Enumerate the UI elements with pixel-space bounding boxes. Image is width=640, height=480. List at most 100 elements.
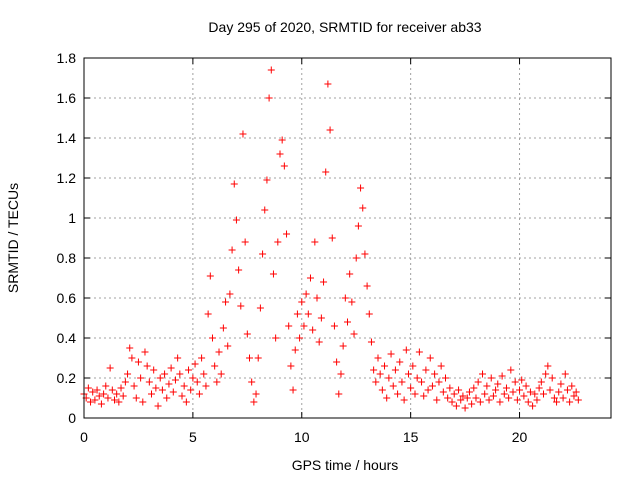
data-point	[511, 378, 519, 386]
data-point	[359, 204, 367, 212]
data-point	[492, 386, 500, 394]
data-point	[148, 390, 156, 398]
data-point	[537, 378, 545, 386]
data-point	[546, 386, 554, 394]
data-point	[409, 362, 417, 370]
data-point	[472, 394, 480, 402]
data-point	[287, 362, 295, 370]
data-point	[100, 390, 108, 398]
data-point	[459, 392, 467, 400]
data-point	[555, 388, 563, 396]
data-point	[285, 322, 293, 330]
data-point	[481, 390, 489, 398]
data-point	[470, 384, 478, 392]
data-point	[84, 384, 92, 392]
data-point	[348, 298, 356, 306]
data-point	[344, 318, 351, 326]
data-point	[507, 366, 515, 374]
data-point	[102, 382, 110, 390]
data-point	[121, 378, 129, 386]
data-point	[158, 386, 166, 394]
y-tick-label: 1.6	[57, 90, 77, 106]
data-point	[167, 364, 175, 372]
data-point	[539, 390, 547, 398]
data-point	[500, 390, 508, 398]
data-point	[381, 362, 389, 370]
data-point	[448, 398, 456, 406]
data-point	[553, 398, 561, 406]
data-point	[566, 398, 574, 406]
data-point	[180, 382, 188, 390]
data-point	[468, 400, 476, 408]
data-point	[280, 162, 288, 170]
y-tick-label: 0.8	[57, 250, 77, 266]
data-point	[145, 378, 153, 386]
data-point	[431, 370, 439, 378]
data-point	[502, 384, 510, 392]
data-point	[450, 390, 458, 398]
data-point	[444, 394, 452, 402]
data-point	[326, 126, 334, 134]
y-tick-label: 1.2	[57, 170, 77, 186]
data-point	[178, 392, 186, 400]
data-point	[570, 392, 578, 400]
data-point	[370, 366, 378, 374]
data-point	[117, 384, 125, 392]
data-point	[372, 378, 380, 386]
data-point	[93, 386, 101, 394]
x-tick-label: 15	[403, 429, 419, 445]
data-point	[385, 374, 393, 382]
data-point	[505, 394, 513, 402]
data-point	[259, 250, 267, 258]
data-point	[200, 370, 208, 378]
data-point	[365, 310, 373, 318]
data-point	[267, 66, 275, 74]
data-point	[128, 354, 136, 362]
data-point	[185, 366, 193, 374]
data-point	[95, 392, 103, 400]
data-point	[306, 274, 314, 282]
x-axis: 0 5 10 15 20	[80, 58, 528, 445]
data-point	[557, 380, 565, 388]
data-point	[106, 364, 114, 372]
data-point	[415, 348, 423, 356]
data-point	[169, 388, 177, 396]
data-point	[455, 386, 463, 394]
data-point	[215, 348, 223, 356]
data-point	[226, 290, 234, 298]
data-point	[272, 334, 280, 342]
data-point	[568, 382, 576, 390]
data-point	[89, 388, 97, 396]
data-point	[208, 334, 216, 342]
data-point	[141, 348, 149, 356]
y-axis: 0 0.2 0.4 0.6 0.8 1 1.2 1.4 1.6 1.8	[57, 50, 611, 426]
data-point	[487, 374, 495, 382]
data-point	[479, 370, 487, 378]
data-point	[561, 370, 569, 378]
grid-lines	[84, 58, 611, 418]
data-point	[383, 394, 391, 402]
data-point	[115, 398, 123, 406]
data-point	[176, 370, 184, 378]
data-point	[328, 234, 336, 242]
data-point	[418, 378, 426, 386]
data-point	[483, 382, 491, 390]
data-point	[489, 392, 497, 400]
x-tick-label: 20	[512, 429, 528, 445]
data-point	[452, 402, 460, 410]
data-point	[574, 396, 582, 404]
data-point	[132, 394, 140, 402]
data-point	[222, 298, 230, 306]
data-point	[265, 94, 273, 102]
data-point	[559, 394, 567, 402]
data-point	[337, 370, 345, 378]
data-point	[252, 390, 260, 398]
data-point	[461, 404, 469, 412]
data-point	[413, 374, 421, 382]
data-point	[441, 374, 449, 382]
y-tick-label: 0.2	[57, 370, 77, 386]
data-point	[124, 370, 132, 378]
data-point	[300, 322, 308, 330]
data-point	[428, 382, 436, 390]
